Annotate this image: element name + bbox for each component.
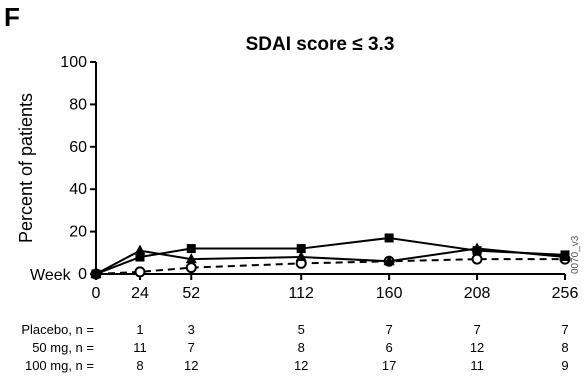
n-cell: 11	[133, 340, 147, 355]
x-axis-label: Week	[30, 267, 72, 284]
x-tick-label: 0	[92, 285, 101, 302]
n-row-label: 100 mg, n =	[25, 358, 94, 373]
n-table: Placebo, n = 1 3 5 7 7 7 50 mg, n = 11 7 8 6 12 8 100 …	[21, 322, 568, 373]
n-row-label: Placebo, n =	[21, 322, 94, 337]
n-cell: 8	[298, 340, 305, 355]
axes: 0 20 40 60 80 100 0 24 52 112 160 208 256	[60, 54, 578, 302]
panel-label: F	[4, 2, 20, 32]
x-tick-label: 256	[552, 285, 579, 302]
n-row-label: 50 mg, n =	[32, 340, 94, 355]
data-point	[135, 252, 145, 262]
x-tick-label: 208	[464, 285, 491, 302]
n-cell: 7	[386, 322, 393, 337]
data-point	[384, 233, 394, 243]
n-cell: 7	[188, 340, 195, 355]
n-cell: 17	[382, 358, 396, 373]
data-point	[295, 251, 307, 262]
n-cell: 9	[561, 358, 568, 373]
x-tick-label: 112	[288, 285, 314, 302]
y-tick-label: 80	[69, 96, 87, 113]
figure-code: 0070_v3	[570, 235, 581, 274]
n-cell: 12	[470, 340, 484, 355]
data-point	[383, 255, 395, 266]
n-cell: 1	[136, 322, 143, 337]
chart-title: SDAI score ≤ 3.3	[246, 34, 395, 55]
n-cell: 12	[294, 358, 308, 373]
data-point	[472, 246, 482, 256]
x-tick-label: 52	[182, 285, 200, 302]
n-cell: 7	[561, 322, 568, 337]
data-point	[134, 244, 146, 255]
y-axis-label: Percent of patients	[16, 93, 36, 243]
series-100-mg	[91, 233, 570, 279]
y-tick-label: 40	[69, 181, 87, 198]
n-cell: 11	[470, 358, 484, 373]
data-point	[296, 244, 306, 254]
y-tick-label: 20	[69, 224, 87, 241]
data-point	[91, 269, 101, 279]
series-layer	[90, 233, 571, 280]
n-cell: 8	[561, 340, 568, 355]
data-point	[186, 244, 196, 254]
x-tick-label: 160	[376, 285, 403, 302]
data-point	[560, 250, 570, 260]
n-cell: 5	[298, 322, 305, 337]
series-50-mg	[90, 242, 571, 278]
data-point	[185, 253, 197, 264]
y-tick-label: 60	[69, 139, 87, 156]
series-line	[95, 258, 565, 275]
data-point	[134, 266, 146, 278]
y-tick-label: 0	[78, 266, 87, 283]
n-cell: 12	[184, 358, 198, 373]
data-point	[471, 253, 483, 265]
n-cell: 3	[188, 322, 195, 337]
n-cell: 7	[473, 322, 480, 337]
y-tick-label: 100	[60, 54, 87, 71]
n-cell: 6	[386, 340, 393, 355]
n-cell: 8	[136, 358, 143, 373]
data-point	[185, 262, 197, 274]
x-tick-label: 24	[131, 285, 149, 302]
